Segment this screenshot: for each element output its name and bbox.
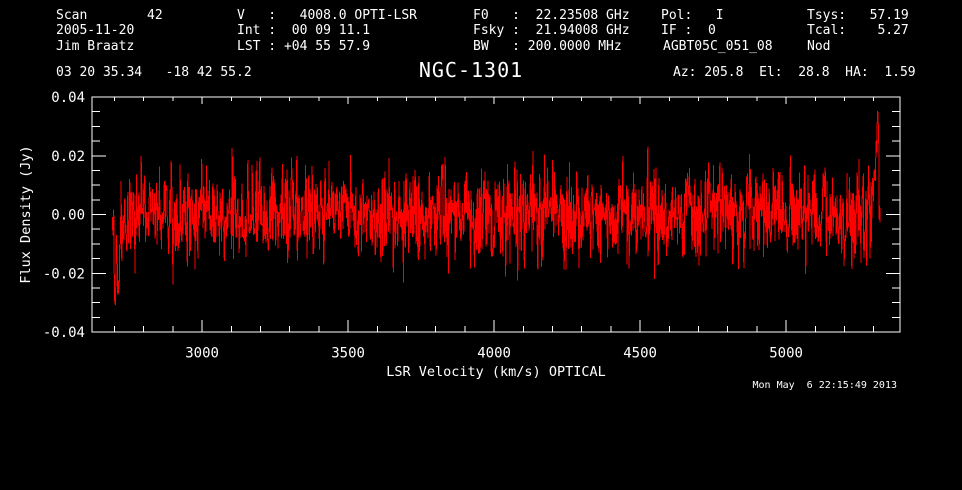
svg-text:-0.04: -0.04 <box>43 325 85 341</box>
scan-value: 42 <box>147 8 163 23</box>
render-timestamp: Mon May 6 22:15:49 2013 <box>752 380 898 391</box>
if-number: IF : 0 <box>661 23 716 38</box>
svg-text:4500: 4500 <box>623 346 657 362</box>
fsky-frequency: Fsky : 21.94008 GHz <box>473 23 630 38</box>
polarization: Pol: I <box>661 8 724 23</box>
bandwidth: BW : 200.0000 MHz <box>473 39 622 54</box>
f0-frequency: F0 : 22.23508 GHz <box>473 8 630 23</box>
observation-date: 2005-11-20 <box>56 23 135 38</box>
project-id: AGBT05C_051_08 <box>663 39 773 54</box>
svg-text:LSR Velocity (km/s) OPTICAL: LSR Velocity (km/s) OPTICAL <box>386 364 605 380</box>
svg-text:-0.02: -0.02 <box>43 266 85 282</box>
pointing-readout: Az: 205.8 El: 28.8 HA: 1.59 <box>673 65 916 80</box>
svg-text:3500: 3500 <box>331 346 365 362</box>
tsys-readout: Tsys: 57.19 <box>807 8 909 23</box>
svg-text:Flux Density (Jy): Flux Density (Jy) <box>18 145 34 283</box>
svg-text:3000: 3000 <box>185 346 219 362</box>
svg-text:0.04: 0.04 <box>51 90 85 106</box>
source-title: NGC-1301 <box>418 58 524 82</box>
velocity-readout: V : 4008.0 OPTI-LSR <box>237 8 418 23</box>
svg-text:5000: 5000 <box>769 346 803 362</box>
svg-text:4000: 4000 <box>477 346 511 362</box>
tcal-readout: Tcal: 5.27 <box>807 23 909 38</box>
lst-readout: LST : +04 55 57.9 <box>237 39 371 54</box>
scan-label: Scan <box>56 8 88 23</box>
procedure-name: Nod <box>807 39 831 54</box>
source-coordinates: 03 20 35.34 -18 42 55.2 <box>56 65 252 80</box>
svg-text:0.00: 0.00 <box>51 208 85 224</box>
integration-time: Int : 00 09 11.1 <box>237 23 371 38</box>
svg-text:0.02: 0.02 <box>51 149 85 165</box>
spectrum-trace <box>111 110 881 305</box>
observer-name: Jim Braatz <box>56 39 135 54</box>
